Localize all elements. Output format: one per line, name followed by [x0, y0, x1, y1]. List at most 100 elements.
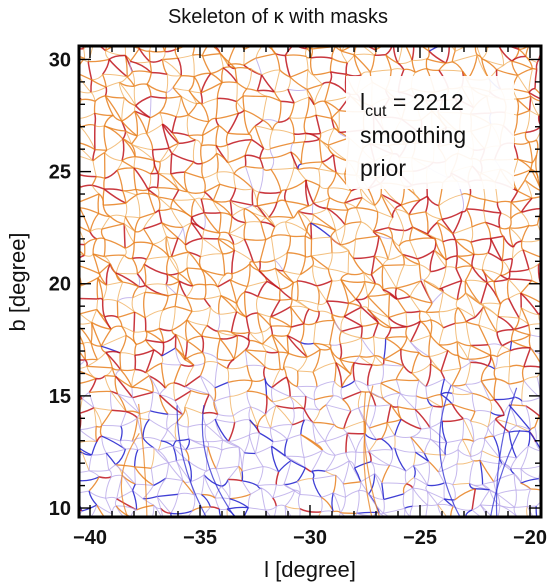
- skeleton-filament: [520, 280, 533, 294]
- skeleton-filament: [200, 81, 223, 94]
- skeleton-filament: [409, 296, 433, 304]
- skeleton-filament: [438, 341, 458, 346]
- skeleton-filament: [425, 378, 445, 388]
- skeleton-filament: [312, 371, 318, 388]
- skeleton-filament: [432, 405, 443, 408]
- skeleton-filament: [285, 200, 294, 219]
- skeleton-filament: [367, 283, 376, 297]
- skeleton-filament: [461, 192, 471, 196]
- skeleton-filament: [104, 375, 116, 377]
- skeleton-filament: [110, 391, 113, 411]
- skeleton-filament: [273, 151, 292, 159]
- skeleton-filament: [414, 408, 431, 429]
- skeleton-filament: [246, 365, 253, 382]
- skeleton-filament: [271, 376, 287, 389]
- skeleton-filament: [243, 46, 256, 51]
- skeleton-filament: [137, 446, 155, 451]
- skeleton-filament: [372, 211, 379, 232]
- skeleton-filament: [510, 457, 517, 469]
- skeleton-filament: [192, 55, 195, 77]
- skeleton-filament: [158, 97, 168, 114]
- x-tick-label: −35: [183, 527, 217, 549]
- skeleton-filament: [470, 420, 489, 428]
- skeleton-filament: [148, 375, 166, 389]
- skeleton-filament: [470, 343, 489, 347]
- skeleton-filament: [312, 409, 321, 424]
- skeleton-filament: [297, 280, 318, 287]
- skeleton-filament: [400, 336, 408, 350]
- skeleton-filament: [517, 75, 530, 93]
- skeleton-filament: [202, 124, 220, 136]
- skeleton-filament: [528, 269, 533, 281]
- skeleton-filament: [64, 212, 68, 222]
- skeleton-filament: [364, 281, 369, 297]
- skeleton-filament: [508, 379, 525, 385]
- skeleton-filament: [121, 138, 125, 162]
- skeleton-filament: [353, 46, 357, 55]
- skeleton-filament: [357, 391, 362, 409]
- skeleton-filament: [121, 156, 136, 162]
- skeleton-filament: [273, 69, 281, 93]
- skeleton-filament: [470, 194, 486, 201]
- skeleton-filament: [149, 61, 152, 73]
- skeleton-filament: [79, 155, 94, 162]
- skeleton-filament: [91, 79, 107, 88]
- skeleton-filament: [136, 192, 149, 196]
- skeleton-filament: [241, 452, 245, 472]
- skeleton-filament: [260, 221, 267, 240]
- skeleton-filament: [258, 267, 276, 272]
- skeleton-filament: [271, 26, 273, 44]
- skeleton-filament: [117, 300, 135, 313]
- skeleton-filament: [119, 352, 122, 370]
- skeleton-filament: [161, 347, 176, 357]
- skeleton-filament: [106, 281, 123, 286]
- skeleton-filament: [423, 280, 433, 304]
- skeleton-filament: [272, 396, 291, 403]
- skeleton-filament: [368, 473, 376, 495]
- skeleton-filament: [274, 221, 286, 228]
- skeleton-filament: [104, 375, 112, 392]
- skeleton-filament: [364, 281, 376, 285]
- skeleton-filament: [232, 406, 251, 417]
- skeleton-filament: [81, 452, 90, 471]
- skeleton-filament: [312, 185, 321, 203]
- skeleton-filament: [324, 101, 333, 119]
- skeleton-filament: [263, 466, 279, 473]
- skeleton-filament: [542, 239, 546, 259]
- skeleton-filament: [186, 252, 190, 269]
- skeleton-filament: [65, 194, 77, 203]
- skeleton-filament: [360, 337, 375, 357]
- skeleton-filament: [133, 330, 146, 333]
- skeleton-filament: [318, 300, 328, 305]
- skeleton-filament: [273, 438, 288, 443]
- skeleton-filament: [479, 459, 495, 483]
- skeleton-filament: [193, 76, 202, 94]
- skeleton-filament: [331, 279, 342, 282]
- skeleton-filament: [534, 69, 538, 89]
- skeleton-filament: [91, 74, 104, 81]
- skeleton-filament: [456, 460, 475, 465]
- skeleton-filament: [185, 438, 191, 451]
- skeleton-filament: [442, 238, 456, 243]
- skeleton-filament: [149, 418, 168, 431]
- skeleton-filament: [231, 208, 245, 217]
- skeleton-filament: [342, 460, 350, 485]
- skeleton-filament: [219, 183, 236, 189]
- skeleton-filament: [221, 439, 224, 451]
- skeleton-filament: [176, 459, 189, 462]
- skeleton-filament: [342, 483, 346, 498]
- skeleton-filament: [156, 173, 160, 188]
- skeleton-filament: [132, 391, 154, 399]
- skeleton-filament: [355, 197, 363, 209]
- skeleton-filament: [65, 468, 73, 471]
- skeleton-filament: [187, 461, 193, 482]
- skeleton-filament: [430, 28, 442, 35]
- skeleton-filament: [478, 324, 489, 345]
- skeleton-filament: [254, 453, 264, 467]
- skeleton-filament: [310, 56, 333, 60]
- skeleton-filament: [385, 336, 408, 340]
- skeleton-filament: [456, 341, 459, 356]
- skeleton-filament: [403, 487, 414, 495]
- skeleton-filament: [325, 460, 350, 472]
- skeleton-filament: [382, 393, 401, 399]
